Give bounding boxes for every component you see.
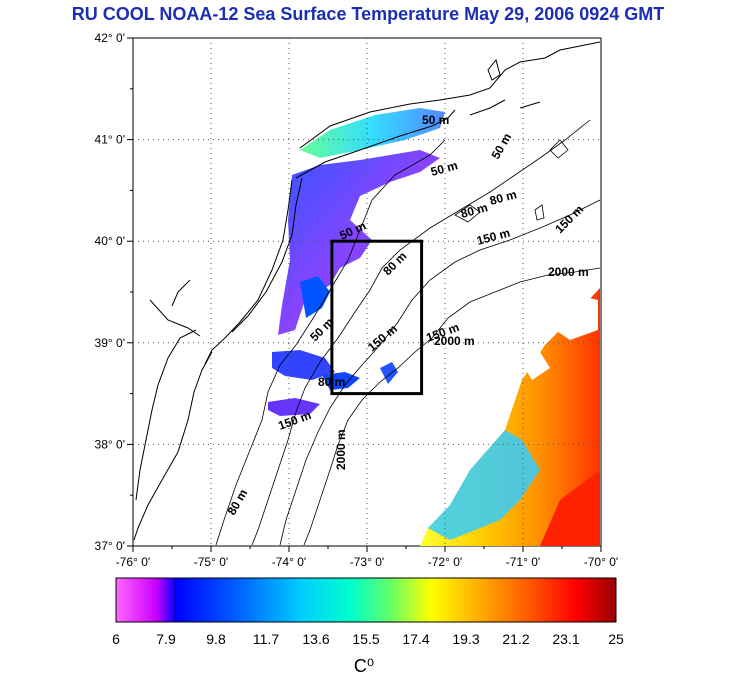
lon-label: -76° 0' — [116, 555, 150, 569]
coastline-new-jersey-outer — [231, 177, 303, 333]
sst-patch-delmarva-1 — [272, 350, 335, 380]
colorbar-tick-label: 9.8 — [206, 631, 226, 647]
colorbar-tick-label: 23.1 — [552, 631, 579, 647]
colorbar-tick-label: 11.7 — [253, 631, 279, 647]
coastline-chesapeake — [135, 329, 197, 501]
colorbar — [115, 577, 617, 623]
coastline-long-island — [295, 109, 456, 179]
sst-patch-hot-core — [540, 470, 600, 546]
lon-label: -72° 0' — [428, 555, 462, 569]
isobath-80m — [251, 119, 591, 546]
sst-patch-long-island-sound — [300, 108, 445, 158]
coastline-new-jersey — [204, 179, 293, 365]
coastline-layer — [133, 41, 601, 541]
map-title: RU COOL NOAA-12 Sea Surface Temperature … — [71, 4, 665, 24]
lon-label: -75° 0' — [194, 555, 228, 569]
lon-label: -71° 0' — [506, 555, 540, 569]
lon-label: -73° 0' — [350, 555, 384, 569]
colorbar-tick-label: 13.6 — [302, 631, 329, 647]
graticule — [133, 38, 601, 546]
coastline-connecticut — [299, 41, 601, 149]
isobath-label: 2000 m — [548, 265, 589, 279]
lat-label: 39° 0' — [95, 336, 125, 350]
sst-patch-shelf-edge — [300, 276, 330, 318]
coastline-new-england-islands — [469, 58, 541, 116]
study-area-box — [330, 239, 424, 396]
colorbar-tick-label: 6 — [112, 631, 120, 647]
isobath-label: 80 m — [488, 187, 518, 208]
isobath-150m — [279, 199, 601, 546]
lon-label: -70° 0' — [584, 555, 618, 569]
coastline-delaware-bay — [149, 279, 201, 337]
sst-patch-canyon — [380, 362, 398, 384]
sst-patch-delmarva-2 — [268, 398, 320, 416]
lat-label: 42° 0' — [95, 31, 125, 45]
longitude-labels: -76° 0' -75° 0' -74° 0' -73° 0' -72° 0' -71° … — [116, 555, 618, 569]
coastline-delmarva — [133, 351, 213, 541]
isobath-shelf-detail — [454, 139, 569, 223]
sst-patch-cloud-gap — [545, 296, 598, 340]
latitude-labels: 42° 0' 41° 0' 40° 0' 39° 0' 38° 0' 37° 0' — [95, 31, 125, 553]
isobath-label: 2000 m — [334, 429, 348, 470]
lat-label: 38° 0' — [95, 437, 125, 451]
colorbar-tick-label: 7.9 — [156, 631, 176, 647]
colorbar-ticks: 6 7.9 9.8 11.7 13.6 15.5 17.4 19.3 21.2 23.1 25 — [112, 578, 624, 647]
isobath-layer — [215, 119, 601, 546]
isobath-label: 50 m — [422, 113, 449, 127]
isobath-2000m — [303, 267, 601, 546]
colorbar-tick-label: 17.4 — [402, 631, 429, 647]
colorbar-tick-label: 25 — [608, 631, 624, 647]
lat-label: 41° 0' — [95, 133, 125, 147]
sst-patch-cloud-gap-2 — [520, 352, 550, 380]
colorbar-unit: C⁰ — [354, 656, 374, 676]
lon-label: -74° 0' — [272, 555, 306, 569]
frame-ticks — [127, 37, 602, 552]
isobath-50m — [215, 139, 446, 546]
isobath-label: 50 m — [429, 158, 459, 179]
colorbar-tick-label: 19.3 — [452, 631, 479, 647]
isobath-label: 2000 m — [434, 334, 475, 348]
colorbar-tick-label: 21.2 — [502, 631, 529, 647]
sst-patch-slope-water — [428, 430, 540, 540]
lat-label: 37° 0' — [95, 539, 125, 553]
lat-label: 40° 0' — [95, 234, 125, 248]
isobath-label: 80 m — [459, 200, 489, 221]
colorbar-tick-label: 15.5 — [352, 631, 379, 647]
